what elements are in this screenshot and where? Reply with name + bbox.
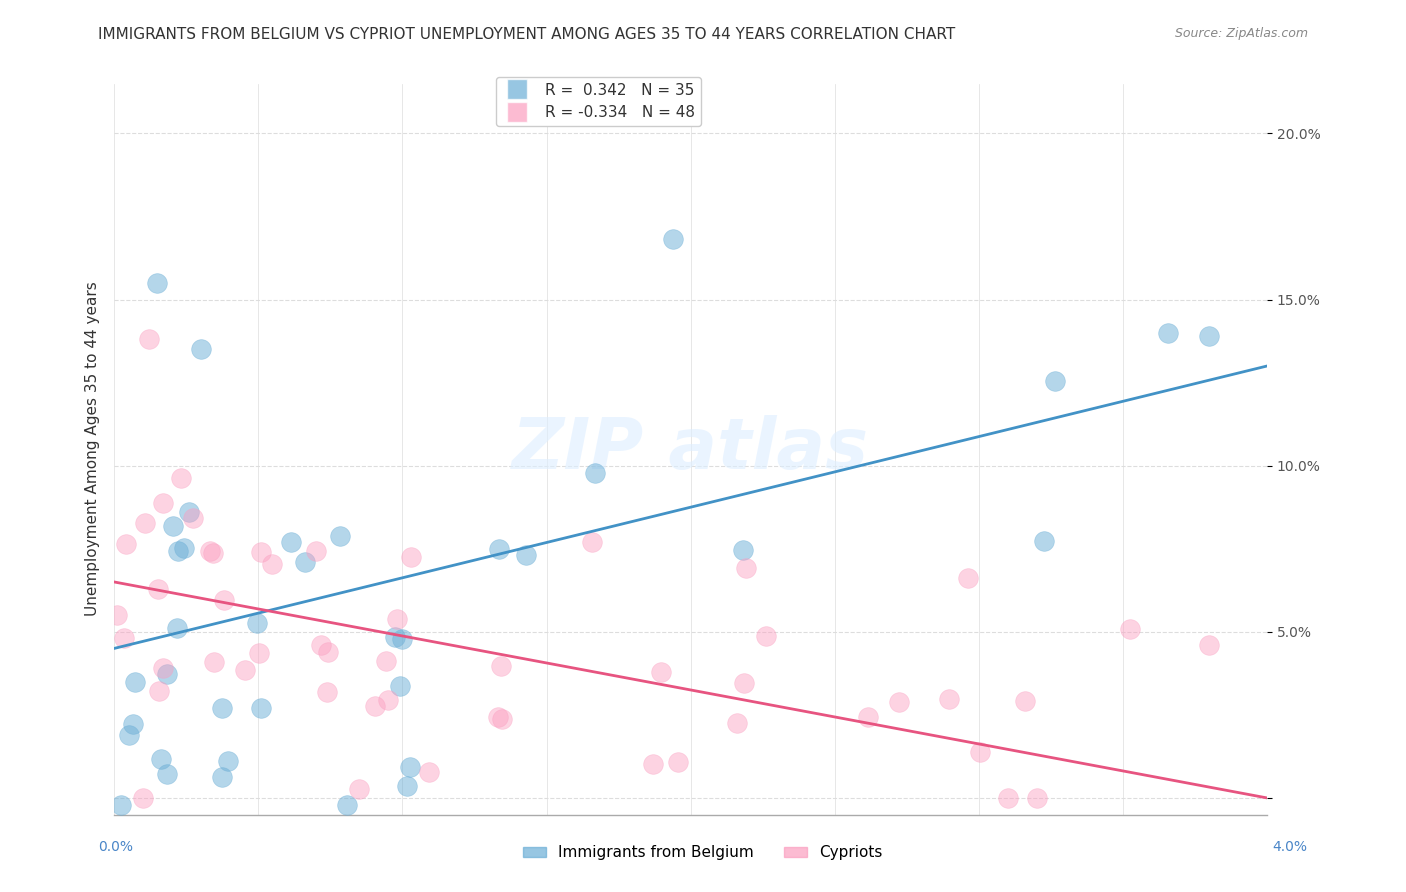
Point — [316, 685, 339, 699]
Point — [118, 728, 141, 742]
Point — [755, 629, 778, 643]
Point — [112, 632, 135, 646]
Text: ZIP atlas: ZIP atlas — [512, 415, 869, 483]
Text: Source: ZipAtlas.com: Source: ZipAtlas.com — [1174, 27, 1308, 40]
Point — [388, 679, 411, 693]
Point — [212, 593, 235, 607]
Point — [166, 621, 188, 635]
Point — [363, 699, 385, 714]
Point — [152, 661, 174, 675]
Point — [1043, 374, 1066, 388]
Point — [246, 616, 269, 631]
Point — [329, 528, 352, 542]
Text: 0.0%: 0.0% — [98, 840, 134, 855]
Point — [938, 691, 960, 706]
Point — [486, 710, 509, 724]
Point — [491, 712, 513, 726]
Point — [202, 656, 225, 670]
Point — [377, 692, 399, 706]
Point — [217, 755, 239, 769]
Point — [202, 546, 225, 560]
Point — [173, 541, 195, 556]
Legend: Immigrants from Belgium, Cypriots: Immigrants from Belgium, Cypriots — [517, 839, 889, 866]
Point — [643, 757, 665, 772]
Point — [162, 519, 184, 533]
Point — [969, 745, 991, 759]
Point — [249, 544, 271, 558]
Point — [399, 760, 422, 774]
Point — [166, 543, 188, 558]
Point — [725, 716, 748, 731]
Point — [110, 797, 132, 812]
Point — [156, 767, 179, 781]
Point — [200, 544, 222, 558]
Point — [124, 674, 146, 689]
Point — [181, 511, 204, 525]
Text: IMMIGRANTS FROM BELGIUM VS CYPRIOT UNEMPLOYMENT AMONG AGES 35 TO 44 YEARS CORREL: IMMIGRANTS FROM BELGIUM VS CYPRIOT UNEMP… — [98, 27, 956, 42]
Point — [132, 791, 155, 805]
Point — [488, 541, 510, 556]
Point — [1198, 329, 1220, 343]
Point — [170, 471, 193, 485]
Point — [734, 561, 756, 575]
Point — [211, 770, 233, 784]
Point — [887, 695, 910, 709]
Point — [152, 496, 174, 510]
Point — [515, 548, 537, 562]
Point — [190, 343, 212, 357]
Point — [260, 557, 283, 571]
Point — [1157, 326, 1180, 341]
Point — [150, 752, 173, 766]
Point — [148, 683, 170, 698]
Point — [731, 542, 754, 557]
Point — [1014, 694, 1036, 708]
Point — [336, 797, 359, 812]
Point — [146, 582, 169, 596]
Point — [583, 466, 606, 480]
Point — [1025, 791, 1047, 805]
Y-axis label: Unemployment Among Ages 35 to 44 years: Unemployment Among Ages 35 to 44 years — [86, 282, 100, 616]
Point — [384, 631, 406, 645]
Point — [134, 516, 156, 530]
Point — [858, 710, 880, 724]
Text: 4.0%: 4.0% — [1272, 840, 1308, 855]
Point — [391, 632, 413, 646]
Point — [956, 571, 979, 585]
Point — [316, 645, 339, 659]
Point — [997, 791, 1019, 805]
Point — [661, 232, 683, 246]
Point — [1198, 639, 1220, 653]
Point — [177, 505, 200, 519]
Point — [399, 550, 422, 565]
Legend: R =  0.342   N = 35, R = -0.334   N = 48: R = 0.342 N = 35, R = -0.334 N = 48 — [496, 77, 702, 127]
Point — [347, 782, 370, 797]
Point — [309, 638, 332, 652]
Point — [650, 665, 672, 679]
Point — [418, 764, 440, 779]
Point — [305, 544, 328, 558]
Point — [138, 332, 160, 346]
Point — [395, 780, 418, 794]
Point — [250, 700, 273, 714]
Point — [1032, 534, 1054, 549]
Point — [385, 612, 408, 626]
Point — [280, 535, 302, 549]
Point — [233, 663, 256, 677]
Point — [581, 535, 603, 549]
Point — [1119, 622, 1142, 636]
Point — [122, 716, 145, 731]
Point — [247, 646, 270, 660]
Point — [105, 607, 128, 622]
Point — [156, 667, 179, 681]
Point — [375, 654, 398, 668]
Point — [489, 659, 512, 673]
Point — [115, 537, 138, 551]
Point — [146, 276, 169, 290]
Point — [211, 700, 233, 714]
Point — [666, 755, 689, 769]
Point — [294, 555, 316, 569]
Point — [733, 676, 755, 690]
